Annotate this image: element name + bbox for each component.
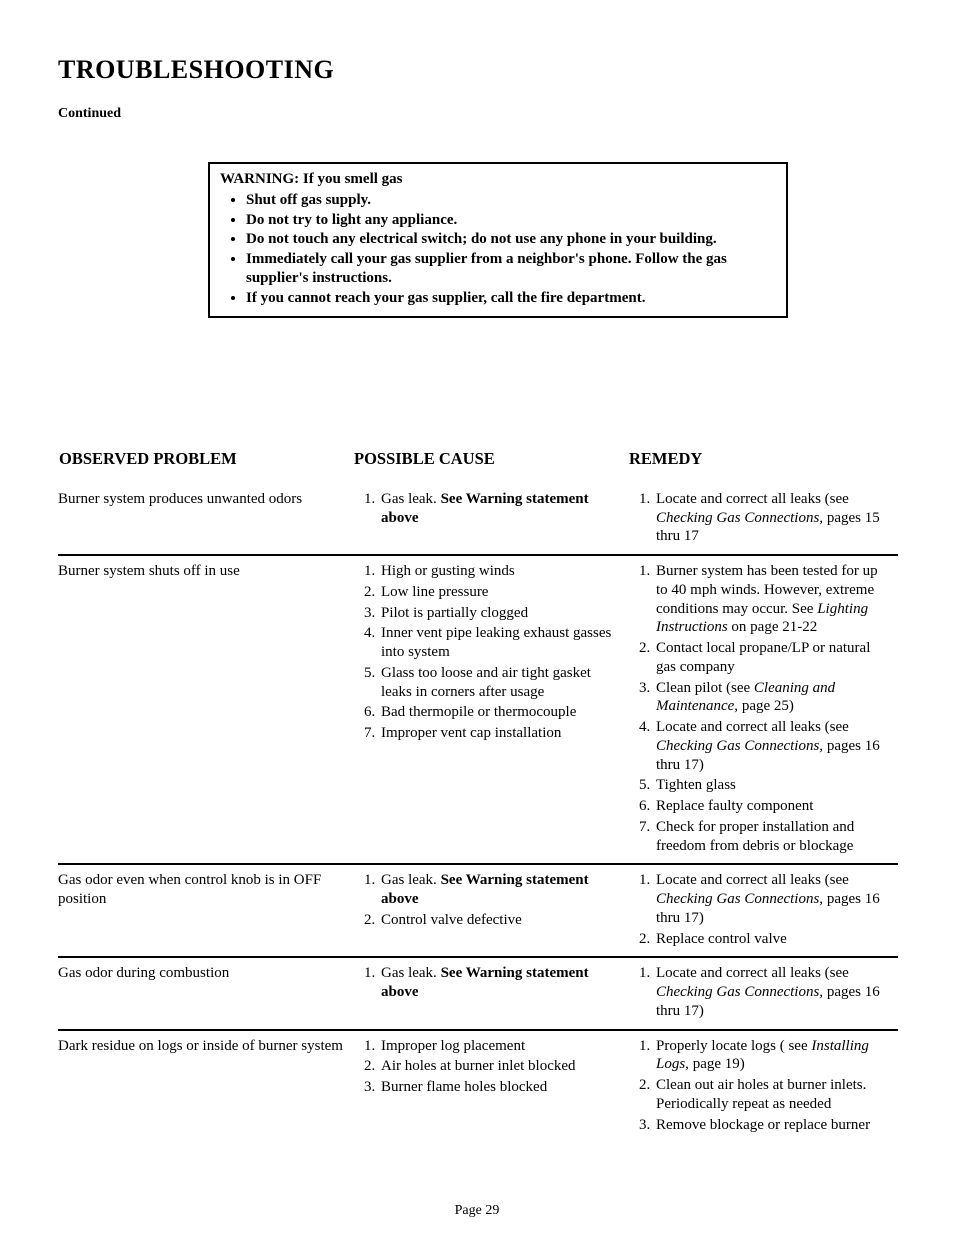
remedy-cell: Locate and correct all leaks (see Checki… (628, 957, 898, 1028)
remedy-item: Remove blockage or replace burner (654, 1116, 890, 1135)
cause-cell: High or gusting winds Low line pressure Pi… (353, 555, 628, 863)
cause-item: Gas leak. See Warning statement above (379, 490, 620, 528)
table-row: Dark residue on logs or inside of burner… (58, 1030, 898, 1143)
remedy-item: Properly locate logs ( see Installing Lo… (654, 1037, 890, 1075)
page-number: Page 29 (58, 1202, 896, 1220)
problem-cell: Gas odor during combustion (58, 957, 353, 1028)
remedy-item: Locate and correct all leaks (see Checki… (654, 718, 890, 774)
remedy-item: Locate and correct all leaks (see Checki… (654, 964, 890, 1020)
warning-item: Shut off gas supply. (246, 191, 776, 210)
col-header-problem: OBSERVED PROBLEM (58, 448, 353, 484)
warning-item: Do not try to light any appliance. (246, 211, 776, 230)
cause-item: High or gusting winds (379, 562, 620, 581)
remedy-cell: Properly locate logs ( see Installing Lo… (628, 1030, 898, 1143)
cause-item: Burner flame holes blocked (379, 1078, 620, 1097)
cause-item: Bad thermopile or thermocouple (379, 703, 620, 722)
remedy-cell: Burner system has been tested for up to … (628, 555, 898, 863)
remedy-item: Locate and correct all leaks (see Checki… (654, 871, 890, 927)
problem-cell: Dark residue on logs or inside of burner… (58, 1030, 353, 1143)
problem-cell: Burner system produces unwanted odors (58, 484, 353, 554)
remedy-item: Check for proper installation and freedo… (654, 818, 890, 856)
warning-item: Do not touch any electrical switch; do n… (246, 230, 776, 249)
remedy-item: Replace control valve (654, 930, 890, 949)
cause-item: Pilot is partially clogged (379, 604, 620, 623)
page-title: TROUBLESHOOTING (58, 54, 896, 87)
cause-item: Air holes at burner inlet blocked (379, 1057, 620, 1076)
cause-cell: Gas leak. See Warning statement above Con… (353, 864, 628, 956)
warning-title: WARNING: If you smell gas (220, 171, 403, 187)
remedy-item: Clean out air holes at burner inlets. Pe… (654, 1076, 890, 1114)
col-header-cause: POSSIBLE CAUSE (353, 448, 628, 484)
table-row: Burner system shuts off in useHigh or gu… (58, 555, 898, 863)
remedy-item: Contact local propane/LP or natural gas … (654, 639, 890, 677)
remedy-item: Clean pilot (see Cleaning and Maintenanc… (654, 679, 890, 717)
warning-item: If you cannot reach your gas supplier, c… (246, 289, 776, 308)
troubleshooting-table: OBSERVED PROBLEM POSSIBLE CAUSE REMEDY B… (58, 448, 898, 1142)
remedy-item: Burner system has been tested for up to … (654, 562, 890, 637)
col-header-remedy: REMEDY (628, 448, 898, 484)
cause-cell: Gas leak. See Warning statement above (353, 957, 628, 1028)
table-row: Gas odor during combustion Gas leak. See … (58, 957, 898, 1028)
cause-item: Improper vent cap installation (379, 724, 620, 743)
remedy-item: Replace faulty component (654, 797, 890, 816)
cause-item: Glass too loose and air tight gasket lea… (379, 664, 620, 702)
remedy-cell: Locate and correct all leaks (see Checki… (628, 864, 898, 956)
warning-list: Shut off gas supply. Do not try to light… (220, 191, 776, 308)
cause-item: Inner vent pipe leaking exhaust gasses i… (379, 624, 620, 662)
remedy-item: Tighten glass (654, 776, 890, 795)
remedy-cell: Locate and correct all leaks (see Checki… (628, 484, 898, 554)
cause-cell: Improper log placementAir holes at burne… (353, 1030, 628, 1143)
table-row: Gas odor even when control knob is in OF… (58, 864, 898, 956)
cause-item: Gas leak. See Warning statement above (379, 964, 620, 1002)
cause-item: Control valve defective (379, 911, 620, 930)
problem-cell: Gas odor even when control knob is in OF… (58, 864, 353, 956)
warning-item: Immediately call your gas supplier from … (246, 250, 776, 288)
table-row: Burner system produces unwanted odors Gas… (58, 484, 898, 554)
cause-item: Gas leak. See Warning statement above (379, 871, 620, 909)
problem-cell: Burner system shuts off in use (58, 555, 353, 863)
cause-item: Low line pressure (379, 583, 620, 602)
remedy-item: Locate and correct all leaks (see Checki… (654, 490, 890, 546)
cause-item: Improper log placement (379, 1037, 620, 1056)
continued-label: Continued (58, 105, 896, 123)
cause-cell: Gas leak. See Warning statement above (353, 484, 628, 554)
warning-box: WARNING: If you smell gas Shut off gas s… (208, 162, 788, 318)
